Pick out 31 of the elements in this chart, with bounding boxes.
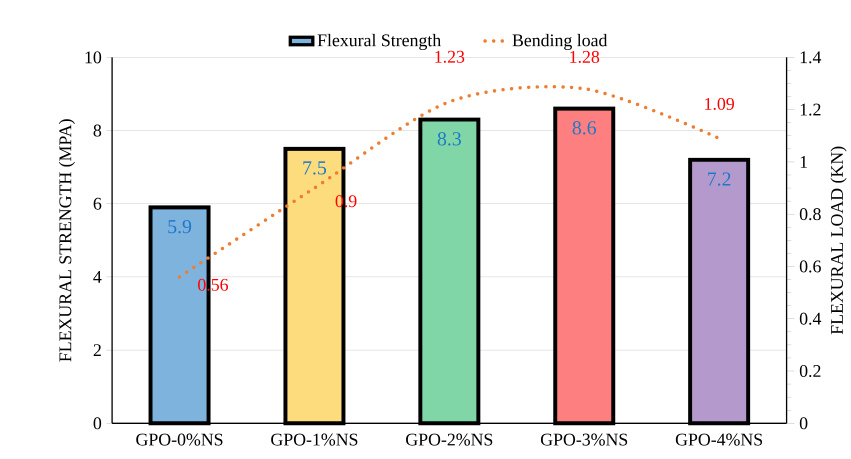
data-label: 1.28 <box>570 50 600 64</box>
x-tick-label: GPO-1%NS <box>271 434 358 446</box>
data-label: 8.3 <box>438 132 461 146</box>
y2-tick-label: 1.2 <box>800 104 820 116</box>
y-tick-label: 8 <box>94 124 102 137</box>
y-axis-title: FLEXURAL STRENGTH (MPA) <box>58 119 75 362</box>
x-tick-label: GPO-2%NS <box>406 434 492 446</box>
data-label: 7.5 <box>303 161 326 175</box>
y2-tick-label: 1.4 <box>800 51 822 64</box>
y2-tick-label: 0.8 <box>800 208 821 220</box>
y2-tick-label: 0 <box>800 417 808 430</box>
x-tick-label: GPO-3%NS <box>540 434 628 446</box>
y2-tick-label: 0.6 <box>800 260 821 273</box>
data-label: 5.9 <box>168 220 192 234</box>
y-tick-label: 2 <box>94 344 101 356</box>
x-tick-label: GPO-0%NS <box>136 434 222 446</box>
y-tick-label: 6 <box>94 198 102 210</box>
y2-tick-label: 0.2 <box>800 365 820 378</box>
y2-tick-label: 0.4 <box>800 312 822 325</box>
x-tick-label: GPO-4%NS <box>676 434 762 446</box>
data-label: 7.2 <box>708 172 730 186</box>
y-tick-label: 4 <box>93 271 102 283</box>
y-tick-label: 10 <box>86 51 102 64</box>
data-label: 1.09 <box>705 98 734 110</box>
y2-tick-label: 1 <box>800 156 808 168</box>
legend-label: Flexural Strength <box>318 34 441 50</box>
data-label: 1.23 <box>435 50 464 63</box>
y-tick-label: 0 <box>94 417 102 430</box>
y2-axis-title: FLEXURAL LOAD (KN) <box>830 146 847 334</box>
legend-label: Bending load <box>512 34 608 50</box>
data-label: 8.6 <box>572 121 596 135</box>
